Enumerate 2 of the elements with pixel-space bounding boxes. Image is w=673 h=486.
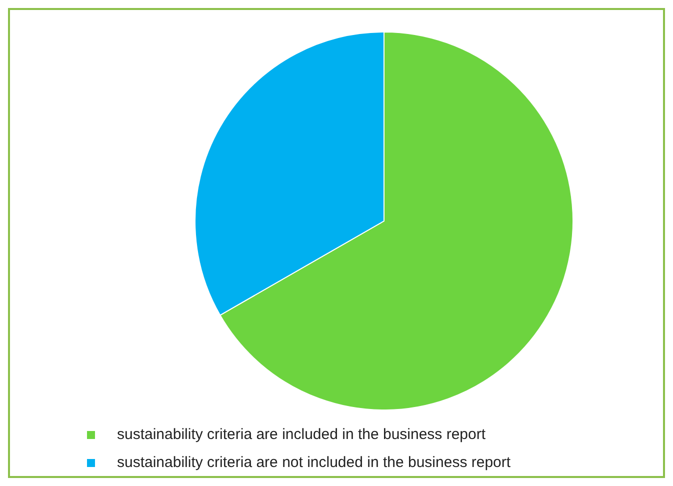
legend-label: sustainability criteria are included in the business report bbox=[117, 426, 486, 443]
legend-label: sustainability criteria are not included in the business report bbox=[117, 454, 512, 471]
